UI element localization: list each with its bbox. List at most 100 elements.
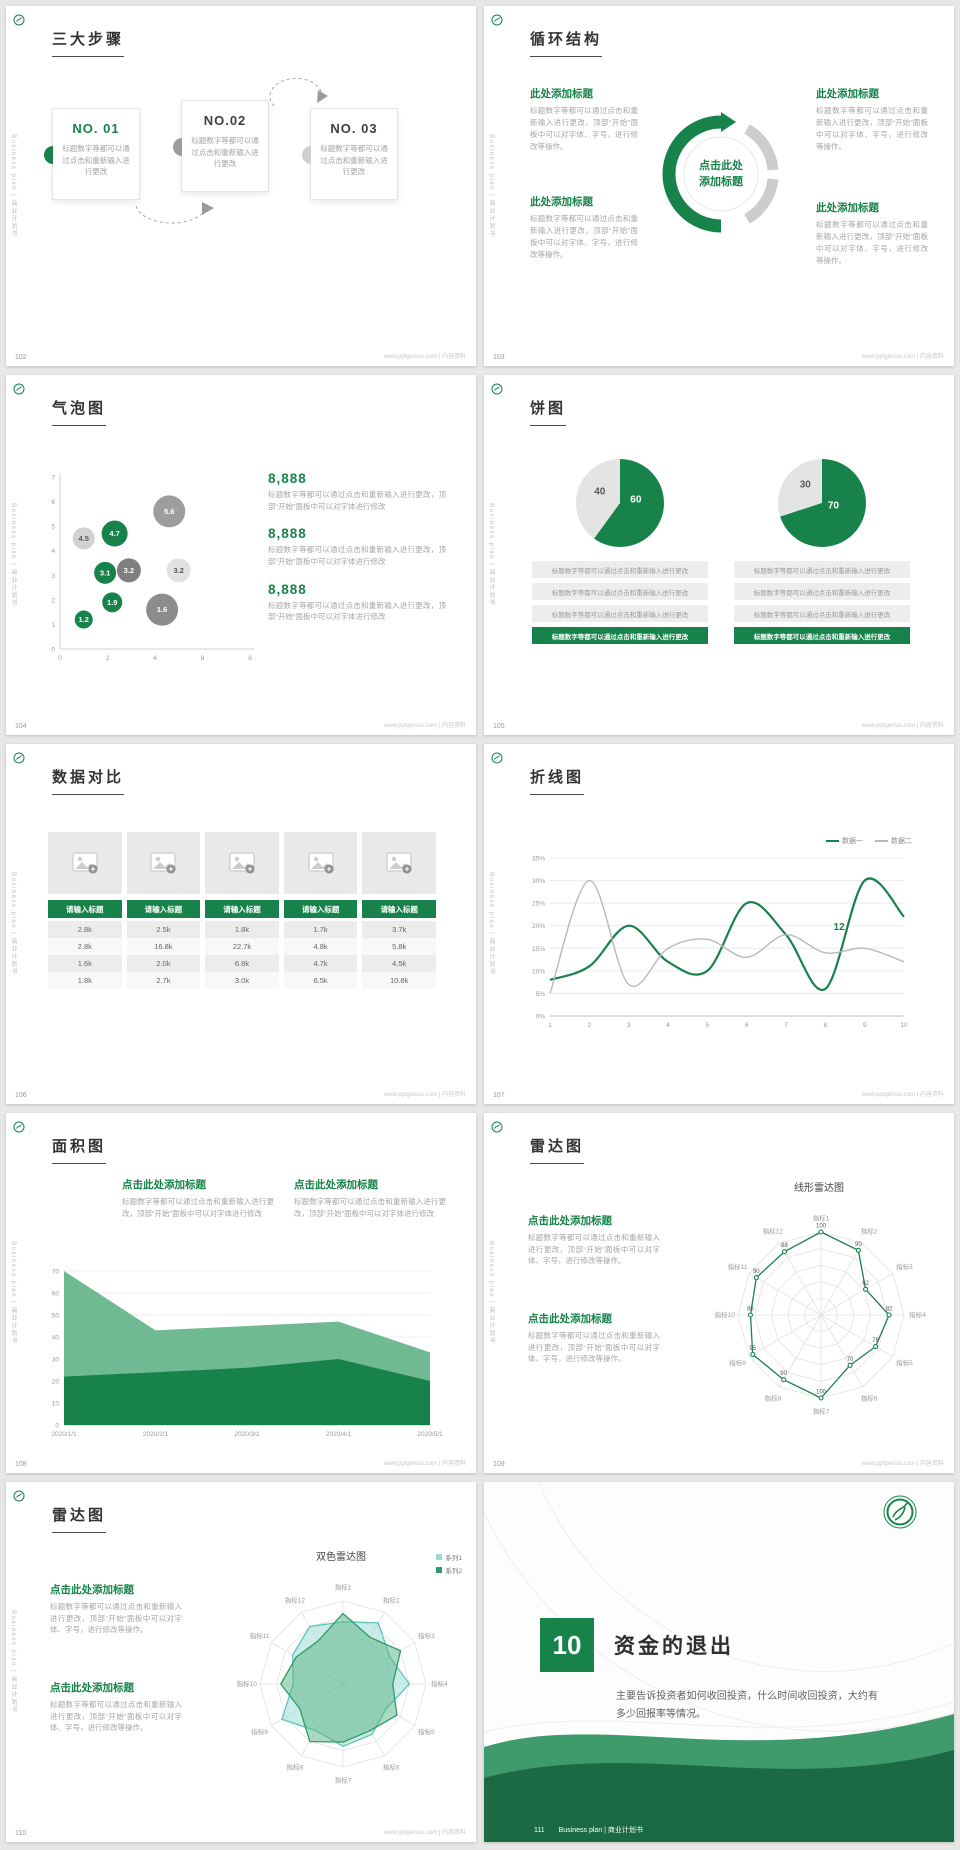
block-heading: 点击此处添加标题 — [294, 1179, 378, 1191]
slide-side-text: Business plan | 商业计划书 — [10, 134, 16, 238]
svg-text:30: 30 — [52, 1357, 60, 1364]
svg-text:0: 0 — [51, 647, 55, 654]
slide-106-data-comparison[interactable]: Business plan | 商业计划书 数据对比 请输入标题 请输入标题 请输入… — [6, 744, 476, 1104]
step-number: NO. 01 — [72, 121, 120, 136]
chapter-header: 10 资金的退出 — [540, 1618, 734, 1672]
caption-row: 标题数字等都可以通过点击和重新输入进行更改 — [734, 605, 910, 622]
svg-text:指标5: 指标5 — [896, 1358, 913, 1367]
svg-text:2: 2 — [106, 655, 110, 662]
table-cell: 3.0k — [205, 972, 279, 989]
slide-title: 三大步骤 — [52, 28, 125, 57]
chart-legend: 数据一 数据二 — [826, 836, 912, 846]
svg-text:指标5: 指标5 — [418, 1727, 435, 1736]
pie-group-left: 60 40 标题数字等都可以通过点击和重新输入进行更改 标题数字等都可以通过点击和… — [532, 459, 708, 649]
step-number: NO. 03 — [330, 121, 378, 136]
step-desc: 标题数字等都可以通过点击和重新输入进行更改 — [191, 136, 259, 169]
block-body: 标题数字等都可以通过点击和重新输入进行更改，顶部“开始”面板中可以对字体、字号，… — [528, 1233, 660, 1266]
brand-logo-icon — [13, 382, 25, 395]
svg-text:指标9: 指标9 — [251, 1727, 268, 1736]
block-heading: 点击此处添加标题 — [50, 1682, 134, 1694]
stat-desc: 标题数字等都可以通过点击和重新输入进行更改，顶部“开始”面板中可以对字体进行修改 — [268, 490, 446, 511]
footer-brand-text: Business plan | 商业计划书 — [558, 1827, 643, 1834]
slide-105-pie-charts[interactable]: Business plan | 商业计划书 饼图 60 40 标题数字等都可以通过… — [484, 375, 954, 735]
slide-104-bubble-chart[interactable]: Business plan | 商业计划书 气泡图 0 1 2 3 4 5 6 7 0 2 4 6 8 4… — [6, 375, 476, 735]
slide-side-text: Business plan | 商业计划书 — [488, 1241, 494, 1345]
table-cell: 1.6k — [48, 955, 122, 972]
brand-logo-icon — [13, 1120, 25, 1133]
svg-text:指标10: 指标10 — [715, 1310, 736, 1319]
image-placeholder-icon — [72, 852, 98, 874]
text-block: 点击此处添加标题 标题数字等都可以通过点击和重新输入进行更改，顶部“开始”面板中… — [294, 1177, 446, 1219]
bubble-chart: 0 1 2 3 4 5 6 7 0 2 4 6 8 4.5 4.7 5.6 3.1 3.2 3.2 1.9 1.2 1.6 — [51, 473, 254, 662]
table-cell: 2.8k — [48, 938, 122, 955]
legend-swatch-icon — [436, 1567, 443, 1573]
slide-title: 循环结构 — [530, 28, 603, 57]
caption-row: 标题数字等都可以通过点击和重新输入进行更改 — [532, 605, 708, 622]
svg-text:85: 85 — [747, 1307, 754, 1313]
page-number: 102 — [15, 354, 27, 361]
svg-text:30%: 30% — [532, 878, 545, 885]
wave-decor — [484, 1701, 954, 1842]
slide-110-radar-dual[interactable]: Business plan | 商业计划书 雷达图 双色雷达图 系列1 系列2 … — [6, 1482, 476, 1842]
svg-text:60: 60 — [52, 1291, 60, 1298]
slide-title: 饼图 — [530, 397, 567, 426]
svg-text:76: 76 — [872, 1338, 879, 1344]
slide-108-area-chart[interactable]: Business plan | 商业计划书 面积图 点击此处添加标题 标题数字等… — [6, 1113, 476, 1473]
table-cell: 4.7k — [283, 955, 358, 972]
legend-item: 数据一 — [826, 836, 863, 846]
table-cell: 4.5k — [362, 955, 436, 972]
comparison-table: 请输入标题 请输入标题 请输入标题 请输入标题 请输入标题 2.8k 2.5k 1.8k 1.7… — [48, 900, 436, 989]
svg-text:20: 20 — [52, 1379, 60, 1386]
block-body: 标题数字等都可以通过点击和重新输入进行更改，顶部“开始”面板中可以对字体、字号，… — [528, 1331, 660, 1364]
image-placeholder — [48, 832, 122, 894]
svg-text:5.6: 5.6 — [164, 507, 174, 516]
caption-row: 标题数字等都可以通过点击和重新输入进行更改 — [734, 561, 910, 578]
stat-value: 8,888 — [268, 526, 307, 542]
page-number: 107 — [493, 1092, 505, 1099]
stats-column: 8,888 标题数字等都可以通过点击和重新输入进行更改，顶部“开始”面板中可以对… — [268, 471, 446, 637]
footer-site-text: www.pptgenius.com | 内容资料 — [383, 723, 466, 729]
svg-text:2020/2/1: 2020/2/1 — [143, 1431, 169, 1438]
slide-title: 数据对比 — [52, 766, 125, 795]
svg-text:90: 90 — [753, 1269, 760, 1275]
slide-103-cycle[interactable]: Business plan | 商业计划书 循环结构 此处添加标题 标题数字等都… — [484, 6, 954, 366]
footer-site-text: www.pptgenius.com | 内容资料 — [861, 723, 944, 729]
slide-title: 气泡图 — [52, 397, 107, 426]
caption-row-highlight: 标题数字等都可以通过点击和重新输入进行更改 — [734, 627, 910, 644]
svg-text:4: 4 — [51, 548, 55, 555]
svg-text:指标10: 指标10 — [237, 1679, 258, 1688]
svg-text:90: 90 — [855, 1242, 862, 1248]
slide-title: 面积图 — [52, 1135, 107, 1164]
svg-text:1: 1 — [548, 1022, 552, 1029]
image-placeholder-icon — [229, 852, 255, 874]
svg-text:指标8: 指标8 — [287, 1762, 304, 1771]
image-placeholder — [126, 832, 201, 894]
block-body: 标题数字等都可以通过点击和重新输入进行更改，顶部“开始”面板中可以对字体、字号，… — [816, 106, 928, 151]
svg-text:95: 95 — [749, 1346, 756, 1352]
brand-logo-icon — [13, 1489, 25, 1502]
stat-desc: 标题数字等都可以通过点击和重新输入进行更改，顶部“开始”面板中可以对字体进行修改 — [268, 600, 446, 622]
stat-value: 8,888 — [268, 581, 307, 597]
slide-102-three-steps[interactable]: Business plan | 商业计划书 三大步骤 NO. 01 标题数字等都… — [6, 6, 476, 366]
legend-label: 数据一 — [842, 838, 863, 845]
footer-site-text: www.pptgenius.com | 内容资料 — [383, 354, 466, 360]
svg-text:2020/4/1: 2020/4/1 — [326, 1431, 352, 1438]
slide-title: 折线图 — [530, 766, 585, 795]
slide-side-text: Business plan | 商业计划书 — [488, 503, 494, 607]
caption-row: 标题数字等都可以通过点击和重新输入进行更改 — [532, 561, 708, 578]
chart-legend: 系列1 系列2 — [436, 1552, 462, 1578]
slide-109-radar-line[interactable]: Business plan | 商业计划书 雷达图 线形雷达图 点击此处添加标题… — [484, 1113, 954, 1473]
radar-chart: 指标1 指标2 指标3 指标4 指标5 指标6 指标7 指标8 指标9 指标10 指标11 指标12 1… — [715, 1214, 926, 1416]
page-number: 105 — [493, 723, 505, 730]
step-card-1: NO. 01 标题数字等都可以通过点击和重新输入进行更改 — [44, 108, 140, 200]
text-block: 点击此处添加标题 标题数字等都可以通过点击和重新输入进行更改，顶部“开始”面板中… — [50, 1680, 182, 1734]
svg-text:指标6: 指标6 — [861, 1393, 878, 1402]
step-card-3: NO. 03 标题数字等都可以通过点击和重新输入进行更改 — [302, 108, 398, 200]
block-body: 标题数字等都可以通过点击和重新输入进行更改，顶部“开始”面板中可以对字体、字号，… — [530, 214, 638, 259]
slide-side-text: Business plan | 商业计划书 — [488, 872, 494, 976]
footer-site-text: www.pptgenius.com | 内容资料 — [861, 354, 944, 360]
slide-111-section-divider[interactable]: 10 资金的退出 主要告诉投资者如何收回投资，什么时间收回投资，大约有多少回报率… — [484, 1482, 954, 1842]
slide-107-line-chart[interactable]: Business plan | 商业计划书 折线图 数据一 数据二 0% 5% 10… — [484, 744, 954, 1104]
svg-text:5%: 5% — [536, 991, 546, 998]
